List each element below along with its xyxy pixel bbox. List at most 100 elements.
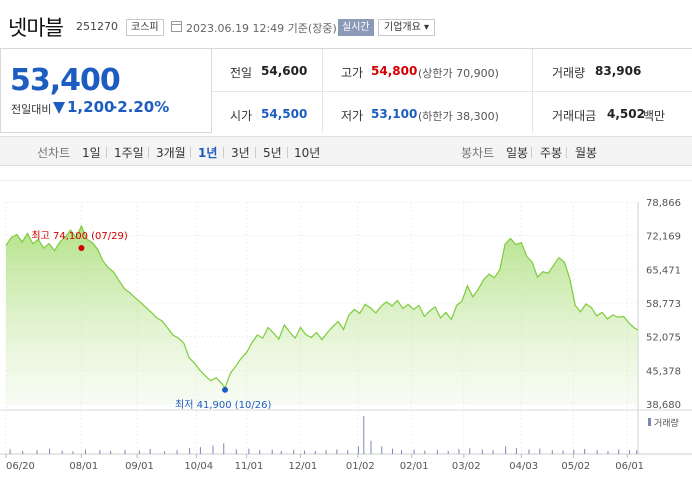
- volume-value: 83,906: [595, 64, 642, 78]
- low-label: 저가: [341, 109, 364, 123]
- quote-panel: 53,400 전일대비 1,200 -2.20% 전일 54,600 고가 54…: [0, 48, 692, 133]
- high-annotation: 최고 74,100 (07/29): [31, 230, 127, 242]
- volume-bar: [199, 447, 201, 454]
- quote-col-divider: [322, 49, 323, 133]
- tab-daily-candle[interactable]: 일봉: [506, 146, 529, 160]
- volume-bar: [573, 449, 575, 454]
- tab-1d[interactable]: 1일: [82, 146, 101, 160]
- volume-bar: [85, 449, 86, 454]
- volume-bar: [36, 450, 38, 454]
- tab-divider: [223, 147, 224, 158]
- tab-divider: [255, 147, 256, 158]
- volume-bar: [293, 449, 295, 454]
- stock-name: 넷마블: [8, 16, 64, 40]
- volume-bar: [124, 449, 126, 454]
- volume-label: 거래량: [552, 66, 586, 80]
- volume-bar: [110, 450, 112, 454]
- change-value: 1,200: [67, 98, 115, 116]
- x-tick-label: 01/02: [346, 461, 375, 472]
- volume-bar: [539, 448, 541, 454]
- volume-bar: [347, 450, 349, 454]
- x-tick-label: 06/20: [6, 461, 35, 472]
- volume-bar: [189, 447, 191, 454]
- volume-bar: [562, 450, 564, 454]
- quote-col-divider: [532, 49, 533, 133]
- tab-1y[interactable]: 1년: [198, 146, 218, 160]
- realtime-button[interactable]: 실시간: [338, 19, 374, 36]
- x-tick-label: 08/01: [69, 461, 98, 472]
- volume-bar: [223, 443, 225, 454]
- volume-bar: [9, 449, 11, 454]
- tab-divider: [566, 147, 567, 158]
- low-annotation: 최저 41,900 (10/26): [175, 399, 271, 411]
- volume-bar: [164, 451, 165, 454]
- price-area-fill: [6, 226, 638, 404]
- volume-bar: [271, 449, 273, 454]
- high-marker: [78, 244, 85, 251]
- volume-bar: [235, 449, 237, 454]
- tab-divider: [531, 147, 532, 158]
- tab-5y[interactable]: 5년: [263, 146, 282, 160]
- upper-limit: (상한가 70,900): [418, 67, 499, 80]
- volume-bar: [138, 450, 140, 454]
- chart-period-tabs: 선차트 1일 1주일 3개월 1년 3년 5년 10년 봉차트 일봉 주봉 월봉: [0, 136, 692, 166]
- x-tick-label: 10/04: [184, 461, 213, 472]
- amount-value: 4,502: [607, 107, 645, 121]
- volume-bar: [280, 450, 282, 454]
- amount-unit: 백만: [643, 109, 666, 123]
- change-label: 전일대비: [11, 103, 52, 116]
- volume-bar: [149, 449, 151, 454]
- line-chart-label: 선차트: [37, 146, 71, 160]
- volume-bar: [469, 448, 471, 454]
- volume-bar: [314, 450, 316, 454]
- volume-bar: [424, 450, 426, 454]
- price-chart[interactable]: 78,866 72,169 65,471 58,773 52,075 45,378 38,6…: [0, 180, 692, 488]
- volume-bar: [596, 450, 598, 454]
- tab-3y[interactable]: 3년: [231, 146, 250, 160]
- y-tick-label: 45,378: [646, 366, 681, 377]
- volume-bar: [607, 450, 609, 454]
- x-tick-label: 04/03: [509, 461, 538, 472]
- volume-bar: [61, 450, 63, 454]
- volume-bar: [528, 449, 530, 454]
- tab-3m[interactable]: 3개월: [156, 146, 186, 160]
- y-tick-label: 58,773: [646, 299, 681, 310]
- volume-bar: [436, 449, 438, 454]
- market-badge: 코스피: [126, 19, 164, 36]
- volume-bar: [248, 448, 250, 454]
- chart-annotations: 최고 74,100 (07/29) 최저 41,900 (10/26): [31, 230, 271, 411]
- volume-bar: [381, 446, 383, 454]
- tab-weekly-candle[interactable]: 주봉: [540, 146, 563, 160]
- volume-bar: [551, 450, 553, 454]
- low-marker: [222, 386, 229, 393]
- volume-bar: [72, 451, 74, 454]
- tab-10y[interactable]: 10년: [294, 146, 321, 160]
- volume-bar: [618, 449, 620, 454]
- volume-bar: [492, 450, 494, 454]
- change-percent: -2.20%: [111, 98, 170, 116]
- current-price-box: 53,400 전일대비 1,200 -2.20%: [0, 49, 212, 133]
- volume-bar: [505, 446, 507, 454]
- calendar-icon: [171, 21, 182, 32]
- volume-bar: [413, 449, 415, 454]
- y-tick-label: 72,169: [646, 232, 681, 243]
- volume-bar: [259, 450, 261, 454]
- quote-datetime: 2023.06.19 12:49 기준(장중): [186, 22, 337, 35]
- price-area: [5, 224, 639, 404]
- volume-bar: [636, 450, 638, 454]
- tab-1w[interactable]: 1주일: [114, 146, 144, 160]
- volume-bar: [357, 446, 359, 454]
- tab-monthly-candle[interactable]: 월봉: [575, 146, 598, 160]
- volume-bar: [447, 450, 449, 454]
- volume-bar: [458, 449, 460, 454]
- y-axis-labels: 78,866 72,169 65,471 58,773 52,075 45,378 38,6…: [646, 198, 681, 411]
- y-tick-label: 38,680: [646, 400, 681, 411]
- volume-bar: [212, 445, 214, 454]
- tab-divider: [148, 147, 149, 158]
- current-price: 53,400: [10, 63, 121, 98]
- volume-bars: 거래량: [9, 416, 679, 454]
- volume-bar: [515, 447, 517, 454]
- prev-close-label: 전일: [230, 66, 253, 80]
- volume-bar: [629, 450, 631, 454]
- company-overview-button[interactable]: 기업개요 ▾: [378, 19, 435, 36]
